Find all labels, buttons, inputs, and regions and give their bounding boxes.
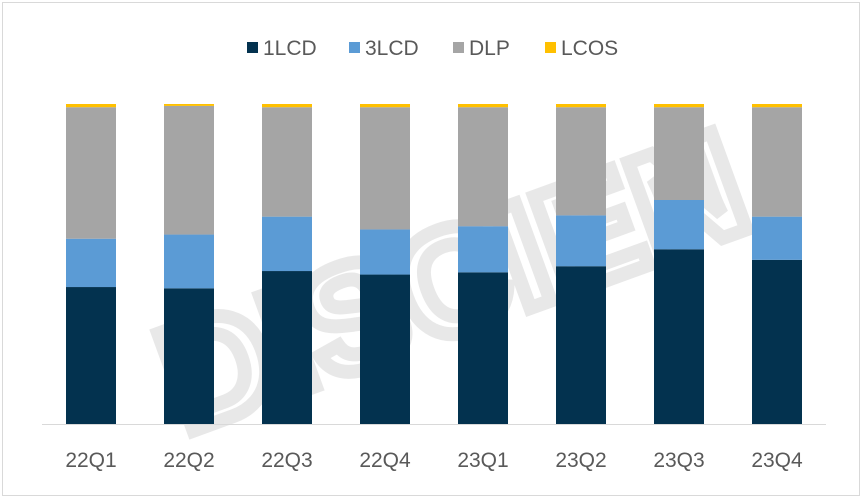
bar-dlp-23Q3 — [654, 107, 704, 200]
bar-1lcd-23Q4 — [752, 259, 802, 424]
bar-3lcd-22Q1 — [66, 238, 116, 288]
bar-dlp-22Q3 — [262, 107, 312, 217]
bar-stack-23Q3 — [654, 104, 704, 424]
bar-stack-23Q1 — [458, 104, 508, 424]
bar-lcos-22Q1 — [66, 104, 116, 108]
bar-lcos-22Q4 — [360, 104, 410, 108]
legend-swatch-3lcd — [349, 42, 360, 53]
bar-3lcd-22Q2 — [164, 234, 214, 289]
bar-lcos-22Q2 — [164, 104, 214, 106]
bar-1lcd-22Q1 — [66, 287, 116, 424]
bar-dlp-22Q1 — [66, 107, 116, 239]
bar-3lcd-23Q4 — [752, 216, 802, 260]
bar-3lcd-22Q3 — [262, 216, 312, 272]
x-tick-labels: 22Q1 22Q2 22Q3 22Q4 23Q1 23Q2 23Q3 23Q4 — [65, 449, 803, 472]
bar-lcos-23Q2 — [556, 104, 606, 108]
bar-stack-23Q2 — [556, 104, 606, 424]
bar-stack-22Q1 — [66, 104, 116, 424]
legend: 1LCD 3LCD DLP LCOS — [247, 37, 618, 60]
bar-dlp-23Q1 — [458, 107, 508, 227]
bar-lcos-23Q4 — [752, 104, 802, 108]
bar-dlp-23Q2 — [556, 107, 606, 216]
bar-lcos-22Q3 — [262, 104, 312, 108]
bar-stack-22Q4 — [360, 104, 410, 424]
bar-3lcd-23Q2 — [556, 215, 606, 267]
x-tick-label: 23Q4 — [751, 449, 803, 472]
chart-frame — [2, 2, 860, 496]
bar-lcos-23Q3 — [654, 104, 704, 108]
legend-swatch-1lcd — [247, 42, 258, 53]
x-tick-label: 22Q4 — [359, 449, 411, 472]
bar-stack-23Q4 — [752, 104, 802, 424]
legend-label-3lcd: 3LCD — [365, 37, 419, 60]
legend-swatch-dlp — [453, 42, 464, 53]
bar-1lcd-22Q4 — [360, 274, 410, 424]
bar-dlp-23Q4 — [752, 107, 802, 217]
bar-1lcd-23Q1 — [458, 272, 508, 424]
bar-1lcd-22Q2 — [164, 288, 214, 424]
legend-label-lcos: LCOS — [561, 37, 618, 60]
bar-dlp-22Q2 — [164, 105, 214, 235]
x-tick-label: 23Q2 — [555, 449, 606, 472]
x-tick-label: 23Q3 — [653, 449, 704, 472]
bar-3lcd-22Q4 — [360, 229, 410, 275]
bar-stack-22Q3 — [262, 104, 312, 424]
bar-1lcd-23Q2 — [556, 266, 606, 424]
x-tick-label: 22Q1 — [65, 449, 116, 472]
bar-3lcd-23Q3 — [654, 200, 704, 250]
bar-1lcd-22Q3 — [262, 271, 312, 424]
bar-3lcd-23Q1 — [458, 226, 508, 273]
bars — [66, 104, 802, 424]
bar-stack-22Q2 — [164, 104, 214, 424]
bar-dlp-22Q4 — [360, 107, 410, 230]
x-tick-label: 22Q2 — [163, 449, 214, 472]
bar-1lcd-23Q3 — [654, 249, 704, 424]
x-tick-label: 22Q3 — [261, 449, 312, 472]
legend-label-1lcd: 1LCD — [263, 37, 317, 60]
x-tick-label: 23Q1 — [457, 449, 508, 472]
legend-swatch-lcos — [545, 42, 556, 53]
legend-label-dlp: DLP — [469, 37, 510, 60]
bar-lcos-23Q1 — [458, 104, 508, 108]
